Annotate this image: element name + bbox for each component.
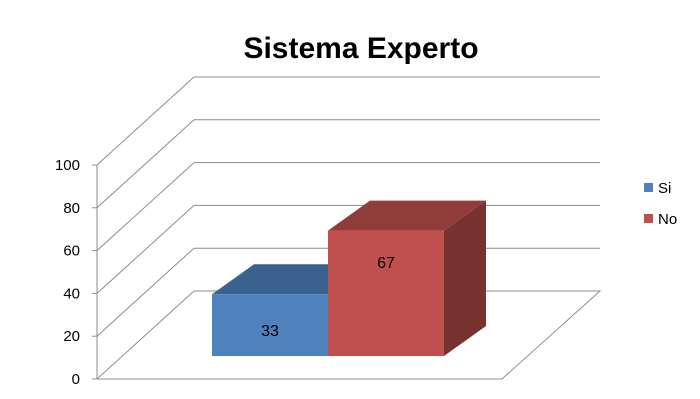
data-label: 67	[377, 255, 395, 272]
bar-side	[444, 200, 486, 356]
legend-swatch	[644, 183, 653, 192]
legend: Si No	[644, 180, 677, 228]
gridline-side	[96, 247, 195, 337]
gridline-side	[96, 205, 195, 294]
y-tick-label: 80	[63, 200, 80, 217]
y-tick-label: 40	[63, 285, 80, 302]
bar-no: 67	[328, 200, 486, 356]
gridline-side	[96, 119, 195, 209]
legend-swatch	[644, 214, 653, 223]
y-axis-ticks: 0 20 40 60 80 100	[55, 157, 97, 388]
bar-front	[212, 294, 328, 356]
y-tick-label: 0	[72, 371, 80, 388]
bar-top	[328, 200, 486, 231]
data-label: 33	[261, 323, 279, 340]
legend-label: No	[658, 211, 677, 228]
bar-front	[328, 230, 444, 356]
y-tick-label: 20	[63, 328, 80, 345]
y-tick-label: 100	[55, 157, 80, 174]
gridline-side	[96, 76, 195, 166]
gridline-side	[96, 162, 195, 251]
chart-title: Sistema Experto	[243, 32, 478, 65]
bars: 33 67	[212, 200, 486, 356]
y-tick-label: 60	[63, 243, 80, 260]
legend-label: Si	[658, 180, 671, 197]
